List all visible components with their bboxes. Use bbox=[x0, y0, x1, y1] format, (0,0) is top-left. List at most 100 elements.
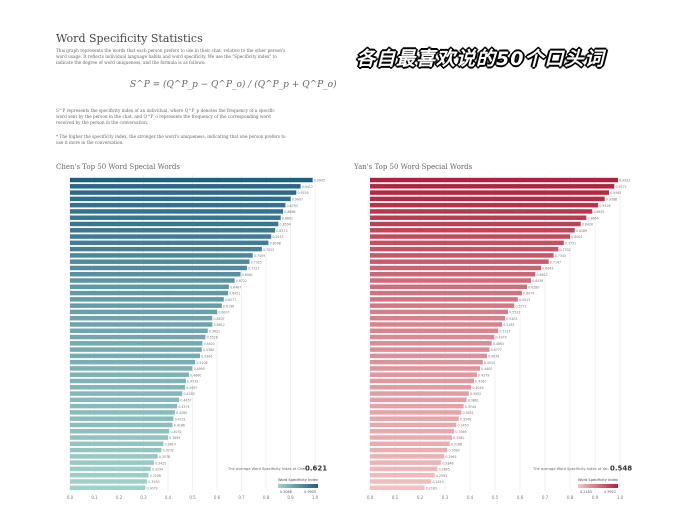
chen-bar-value-label: 0.3294 bbox=[152, 468, 163, 472]
chen-bar-value-label: 0.9235 bbox=[297, 191, 308, 195]
chen-bar-value-label: 0.9412 bbox=[302, 185, 313, 189]
yan-bar-value-label: 0.4510 bbox=[484, 361, 495, 365]
chen-bar bbox=[70, 391, 183, 396]
chen-x-tick-label: 0.7 bbox=[238, 495, 245, 500]
chen-bar-value-label: 0.8698 bbox=[284, 210, 295, 214]
chen-bar bbox=[70, 385, 186, 390]
yan-bar bbox=[370, 341, 492, 346]
yan-bar-value-label: 0.4046 bbox=[472, 386, 483, 390]
chen-bar-value-label: 0.5306 bbox=[201, 355, 212, 359]
yan-bar bbox=[370, 284, 527, 290]
yan-average-value: 0.548 bbox=[610, 465, 632, 473]
yan-bar-value-label: 0.3188 bbox=[451, 442, 462, 446]
chen-bar bbox=[70, 322, 213, 327]
chen-bar bbox=[70, 215, 281, 220]
yan-x-tick-label: 0.0 bbox=[367, 495, 374, 500]
yan-bar bbox=[370, 366, 480, 371]
yan-bar-value-label: 0.5522 bbox=[509, 311, 520, 315]
chen-bar bbox=[70, 284, 229, 290]
chen-bar-value-label: 0.9905 bbox=[314, 179, 325, 183]
yan-bar-value-label: 0.6280 bbox=[528, 285, 539, 289]
yan-legend-gradient bbox=[578, 484, 618, 488]
chen-bar bbox=[70, 259, 250, 264]
chen-bar bbox=[70, 272, 241, 277]
yan-bar bbox=[370, 240, 564, 246]
yan-bar-value-label: 0.8654 bbox=[588, 216, 599, 220]
chen-bar-value-label: 0.3999 bbox=[169, 436, 180, 440]
yan-bar bbox=[370, 372, 477, 377]
chen-bar bbox=[70, 341, 203, 346]
yan-bar-value-label: 0.2848 bbox=[442, 461, 453, 465]
yan-bar-value-label: 0.9922 bbox=[619, 179, 630, 183]
yan-bar-value-label: 0.7147 bbox=[550, 260, 561, 264]
chen-bar-value-label: 0.4732 bbox=[187, 380, 198, 384]
chen-bar bbox=[70, 366, 193, 371]
chen-bar bbox=[70, 184, 301, 189]
yan-average-label: The average Word Specificity Index of Ya… bbox=[532, 467, 611, 471]
yan-bar bbox=[370, 435, 452, 440]
chen-bar-value-label: 0.4221 bbox=[175, 417, 186, 421]
yan-bar-value-label: 0.3952 bbox=[470, 392, 481, 396]
yan-bar bbox=[370, 479, 432, 484]
yan-bar-value-label: 0.4777 bbox=[491, 348, 502, 352]
chen-bar bbox=[70, 278, 235, 283]
yan-bar bbox=[370, 410, 462, 415]
chen-bar-value-label: 0.6722 bbox=[236, 279, 247, 283]
yan-bar bbox=[370, 209, 593, 214]
yan-bar-value-label: 0.4160 bbox=[475, 380, 486, 384]
chen-bar bbox=[70, 290, 229, 296]
chen-bar bbox=[70, 372, 190, 377]
chen-bar bbox=[70, 479, 148, 484]
chen-legend-min: 0.3066 bbox=[280, 490, 292, 494]
yan-x-tick-label: 0.6 bbox=[517, 495, 524, 500]
yan-x-tick-label: 0.2 bbox=[417, 495, 424, 500]
chen-bar-value-label: 0.4280 bbox=[176, 411, 187, 415]
yan-x-tick-label: 0.4 bbox=[467, 495, 474, 500]
yan-bar-value-label: 0.7343 bbox=[555, 254, 566, 258]
yan-bar bbox=[370, 215, 587, 220]
chen-bar-value-label: 0.5621 bbox=[209, 329, 220, 333]
yan-legend-min: 0.2183 bbox=[580, 490, 592, 494]
chen-bar bbox=[70, 177, 313, 183]
yan-bar bbox=[370, 322, 503, 327]
chen-bar-value-label: 0.4860 bbox=[190, 373, 201, 377]
chen-bar bbox=[70, 397, 180, 403]
yan-bar bbox=[370, 397, 467, 403]
yan-bar bbox=[370, 391, 469, 396]
yan-bar-value-label: 0.5127 bbox=[499, 329, 510, 333]
yan-bar bbox=[370, 309, 509, 315]
yan-bar-value-label: 0.9388 bbox=[606, 198, 617, 202]
chen-bar bbox=[70, 403, 178, 409]
chen-bar-value-label: 0.7325 bbox=[251, 260, 262, 264]
chen-x-tick-label: 0.5 bbox=[189, 495, 196, 500]
yan-bar bbox=[370, 265, 542, 271]
chen-bar-value-label: 0.3073 bbox=[146, 486, 157, 490]
intro-paragraph: This graph represents the words that eac… bbox=[56, 48, 286, 65]
chen-bar bbox=[70, 347, 202, 352]
chen-bar-value-label: 0.3206 bbox=[150, 474, 161, 478]
yan-bar-value-label: 0.8426 bbox=[582, 223, 593, 227]
chen-bar bbox=[70, 303, 222, 308]
chen-bar bbox=[70, 315, 213, 321]
chen-x-tick-label: 0.6 bbox=[214, 495, 221, 500]
chen-bar bbox=[70, 454, 158, 459]
chen-bar-value-label: 0.3814 bbox=[165, 442, 176, 446]
yan-bar-value-label: 0.5771 bbox=[515, 304, 526, 308]
yan-x-tick-label: 0.5 bbox=[492, 495, 499, 500]
yan-bar bbox=[370, 202, 599, 208]
chen-bar bbox=[70, 472, 149, 478]
yan-x-tick-label: 0.9 bbox=[592, 495, 599, 500]
yan-bar bbox=[370, 485, 425, 490]
chen-bar-value-label: 0.6961 bbox=[242, 273, 253, 277]
chen-average-label: The average Word Specificity Index of Ch… bbox=[227, 467, 309, 471]
yan-x-tick-label: 0.1 bbox=[392, 495, 399, 500]
yan-x-tick-label: 0.8 bbox=[567, 495, 574, 500]
chen-bar bbox=[70, 416, 174, 421]
yan-chart-title: Yan's Top 50 Word Special Words bbox=[354, 163, 473, 171]
yan-bar-value-label: 0.7751 bbox=[565, 241, 576, 245]
yan-bar bbox=[370, 334, 495, 340]
chen-bar-value-label: 0.8504 bbox=[280, 223, 291, 227]
chen-bar bbox=[70, 435, 168, 440]
